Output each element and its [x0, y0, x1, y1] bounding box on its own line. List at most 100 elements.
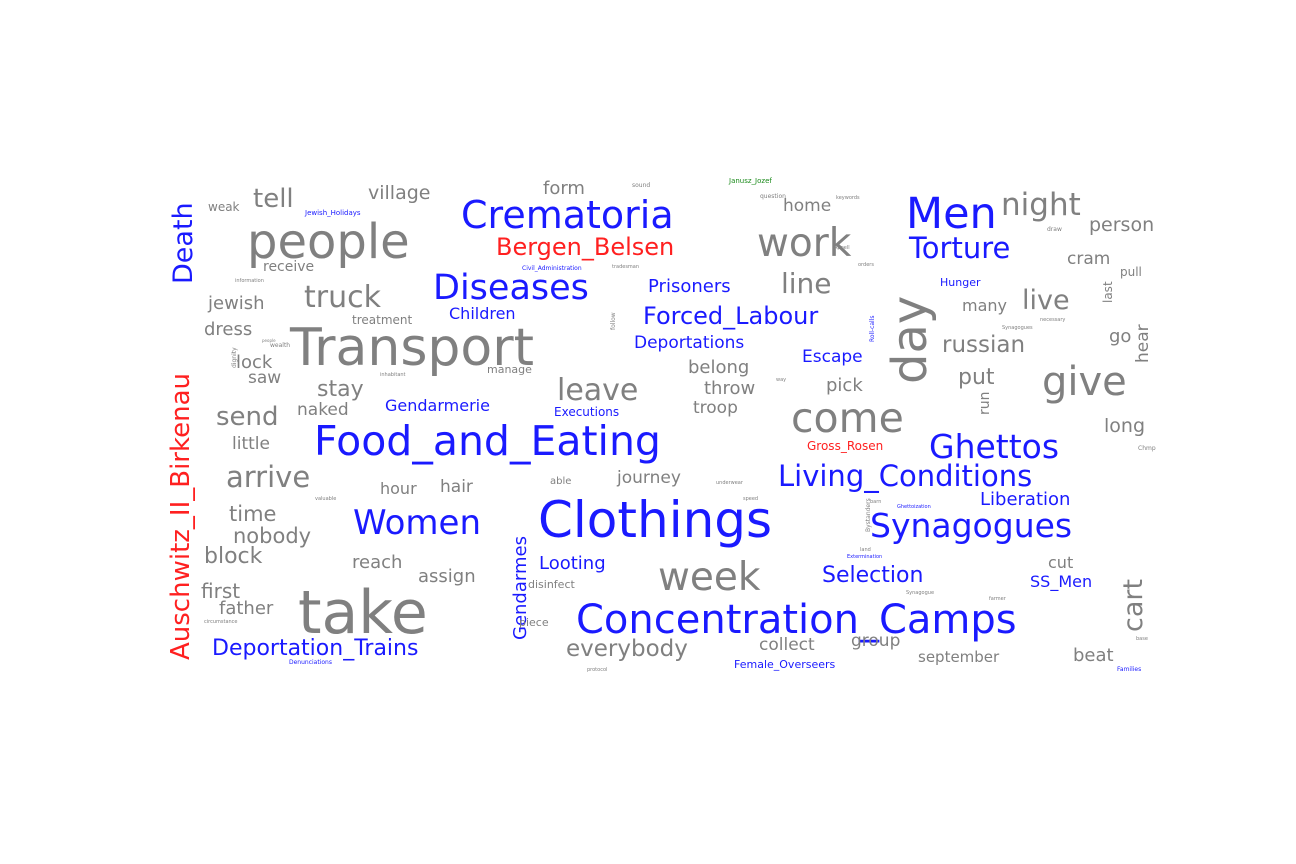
word: Synagogues — [870, 506, 1073, 545]
word: Death — [168, 202, 199, 284]
word: pick — [826, 375, 863, 396]
word: day — [882, 295, 938, 384]
word: lock — [236, 352, 273, 373]
word: Clothings — [538, 491, 773, 549]
word: valuable — [315, 496, 337, 502]
word: information — [235, 278, 264, 284]
word: nobody — [233, 524, 312, 548]
word: Diseases — [433, 268, 589, 308]
word: circumstance — [204, 619, 238, 625]
word: Female_Overseers — [734, 658, 836, 671]
word: Food_and_Eating — [314, 417, 661, 465]
word: land — [860, 547, 871, 553]
word: little — [232, 434, 270, 454]
word: Crematoria — [461, 193, 674, 237]
word: SS_Men — [1030, 572, 1093, 591]
word: send — [216, 402, 279, 432]
word: Synagogues — [1002, 325, 1033, 331]
word: Civil_Administration — [522, 265, 582, 272]
word: throw — [704, 378, 756, 399]
word: weak — [208, 200, 240, 214]
word: give — [1042, 359, 1127, 405]
word: Hunger — [940, 276, 981, 289]
word: leave — [557, 373, 639, 408]
word: cut — [1048, 553, 1074, 572]
word: journey — [617, 468, 681, 488]
word: Extermination — [847, 554, 883, 560]
word: cart — [1118, 578, 1149, 632]
word: live — [1022, 285, 1070, 316]
word: Deportation_Trains — [212, 636, 419, 661]
word: person — [1089, 214, 1155, 236]
word: village — [368, 182, 431, 204]
word: night — [1001, 187, 1081, 223]
word: Ghettos — [929, 427, 1060, 466]
word: father — [219, 598, 274, 619]
word: piece — [519, 616, 549, 629]
word: Children — [449, 304, 516, 323]
word: Denunciations — [289, 659, 332, 666]
word: go — [1109, 326, 1132, 347]
word: week — [658, 555, 761, 600]
word: reach — [352, 552, 403, 573]
word: follow — [610, 312, 617, 330]
word: come — [791, 394, 904, 442]
word: farmer — [989, 596, 1006, 602]
word: people — [247, 214, 410, 270]
word: jewish — [208, 293, 265, 314]
word: Families — [1117, 666, 1142, 673]
word: arrive — [226, 460, 311, 494]
word: Women — [353, 503, 482, 543]
word: dignity — [231, 347, 238, 368]
word: Living_Conditions — [778, 459, 1033, 493]
word: Gendarmerie — [385, 396, 490, 415]
word: protocol — [587, 667, 608, 673]
word: Escape — [802, 347, 863, 367]
word: Chmp — [1138, 445, 1156, 452]
word: underwear — [716, 480, 743, 486]
word: truck — [304, 280, 381, 315]
word: many — [962, 296, 1007, 315]
word: Looting — [539, 553, 606, 574]
word: Forced_Labour — [643, 302, 819, 330]
word: treatment — [352, 313, 413, 327]
word: naked — [297, 400, 349, 420]
word: keywords — [836, 195, 860, 201]
word: barn — [870, 499, 882, 505]
word: block — [204, 544, 263, 569]
word: tell — [253, 184, 294, 214]
word: cram — [1067, 249, 1111, 269]
word: Gross_Rosen — [807, 439, 884, 453]
word: take — [298, 578, 428, 648]
word: Jewish_Holidays — [305, 209, 361, 217]
word: Synagogue — [906, 590, 935, 596]
word: belong — [688, 357, 750, 378]
word: last — [1101, 281, 1115, 303]
word: Concentration_Camps — [576, 597, 1017, 643]
word: stay — [317, 377, 364, 402]
word: pull — [1120, 265, 1142, 279]
word: Janusz_Jozef — [729, 177, 772, 185]
word: inhabitant — [380, 372, 406, 378]
word: Torture — [909, 231, 1011, 265]
word: manage — [487, 363, 532, 376]
word: orders — [858, 262, 874, 268]
word: Bergen_Belsen — [496, 233, 675, 261]
word: first — [201, 579, 241, 603]
word: line — [781, 267, 832, 300]
word: everybody — [566, 636, 688, 662]
word: collect — [759, 635, 815, 655]
word: Roll-calls — [869, 315, 876, 342]
word: Selection — [822, 563, 924, 588]
word: run — [977, 391, 993, 415]
word: speed — [743, 496, 759, 502]
word: beat — [1073, 645, 1114, 666]
word: put — [958, 365, 995, 390]
word: receive — [263, 259, 315, 275]
word: Executions — [554, 405, 620, 419]
word: able — [550, 476, 572, 487]
word: Deportations — [634, 333, 745, 353]
word: hear — [1133, 324, 1153, 363]
word: assign — [418, 566, 476, 587]
